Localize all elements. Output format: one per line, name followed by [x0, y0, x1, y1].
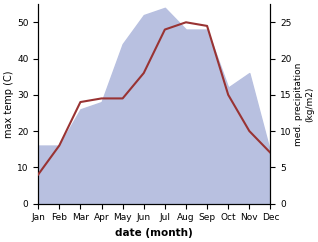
Y-axis label: max temp (C): max temp (C): [4, 70, 14, 138]
X-axis label: date (month): date (month): [115, 228, 193, 238]
Y-axis label: med. precipitation
(kg/m2): med. precipitation (kg/m2): [294, 62, 314, 145]
